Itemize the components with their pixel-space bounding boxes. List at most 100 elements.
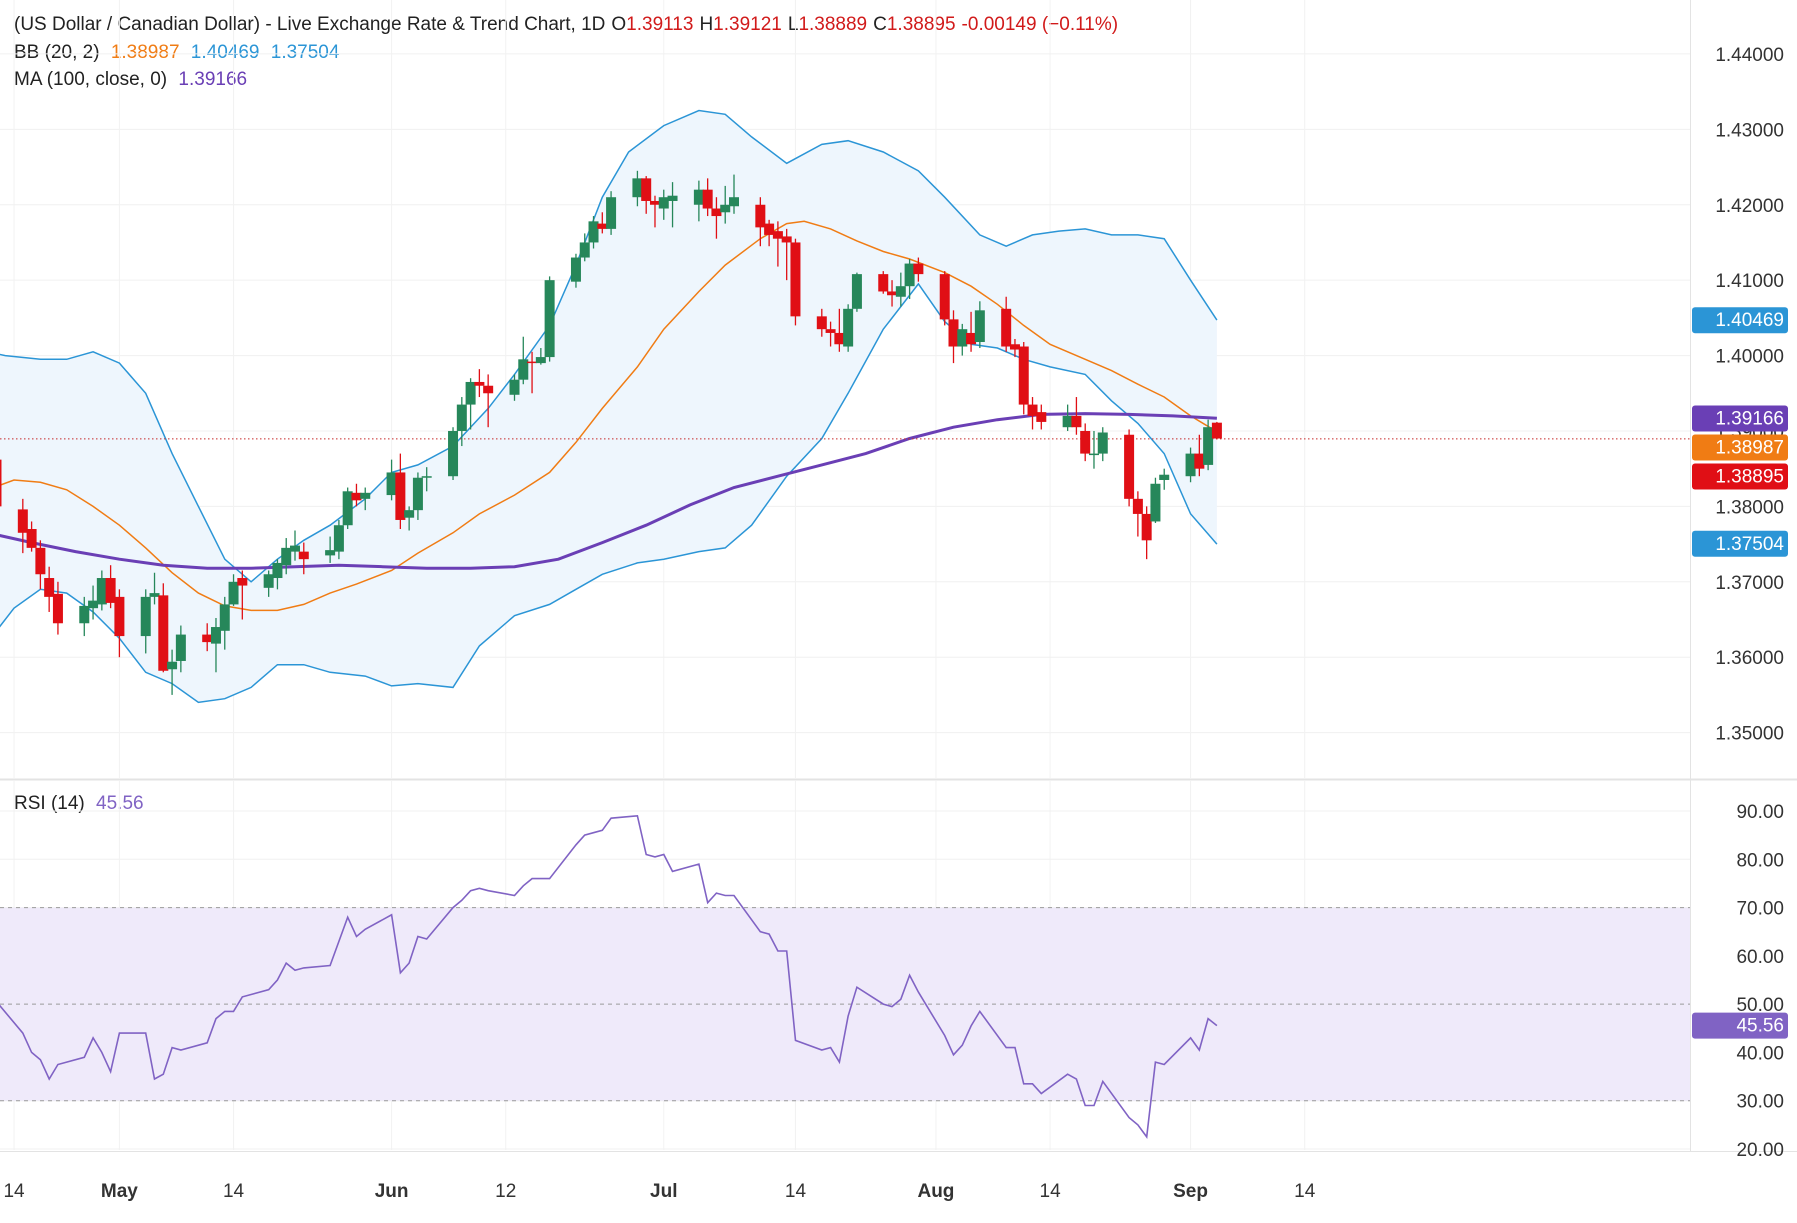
candle-body xyxy=(1009,344,1020,350)
time-tick-label: 14 xyxy=(1294,1181,1316,1202)
time-tick-label: Jul xyxy=(650,1181,677,1202)
price-tag-bb-lower: 1.37504 xyxy=(1692,530,1788,557)
candle-body xyxy=(1062,415,1073,428)
candle xyxy=(158,583,169,673)
bb-label: BB (20, 2) xyxy=(14,42,100,63)
candle xyxy=(790,238,801,326)
candle-body xyxy=(667,195,678,201)
candle-body xyxy=(52,593,63,624)
candle-body xyxy=(395,472,406,520)
candle xyxy=(781,228,792,281)
candle xyxy=(456,397,467,447)
bb-lower-value: 1.37504 xyxy=(270,42,340,63)
candle xyxy=(421,467,432,492)
ma-label: MA (100, close, 0) xyxy=(14,69,168,90)
candle-body xyxy=(290,545,300,552)
candle-body xyxy=(26,529,37,548)
candle xyxy=(1150,477,1161,523)
candle xyxy=(974,301,985,349)
candle xyxy=(658,189,669,220)
price-tick-label: 1.44000 xyxy=(1715,45,1784,66)
candle-body xyxy=(764,223,775,235)
candle xyxy=(1132,491,1143,537)
candle-body xyxy=(535,357,546,364)
candle xyxy=(202,623,213,652)
price-tick-label: 1.43000 xyxy=(1715,120,1784,141)
candle xyxy=(325,536,336,563)
candle xyxy=(570,253,581,288)
candle-body xyxy=(588,221,599,243)
candle xyxy=(44,566,55,612)
rsi-tick-label: 50.00 xyxy=(1736,995,1784,1016)
candle xyxy=(597,212,608,234)
candle-body xyxy=(816,316,827,330)
candle-body xyxy=(1203,427,1214,465)
candle-body xyxy=(456,404,467,431)
candle-body xyxy=(939,274,950,320)
time-tick-label: 12 xyxy=(495,1181,516,1202)
candle-body xyxy=(913,263,924,275)
price-plot xyxy=(0,109,1690,704)
candle-body xyxy=(474,381,485,386)
candle-body xyxy=(1080,430,1091,454)
candle xyxy=(1159,468,1170,490)
candle xyxy=(1027,397,1038,430)
ma-value: 1.39166 xyxy=(178,69,248,90)
candle-body xyxy=(729,197,739,207)
candle-body xyxy=(693,189,704,205)
price-tag-bb-mid: 1.38987 xyxy=(1692,434,1788,461)
time-tick-label: 14 xyxy=(785,1181,807,1202)
candle-body xyxy=(658,197,669,209)
candle xyxy=(1080,423,1091,462)
change-value: -0.00149 (−0.11%) xyxy=(961,14,1119,35)
candle-body xyxy=(1001,308,1012,347)
candle-body xyxy=(606,197,617,229)
candle-body xyxy=(1159,474,1170,480)
time-tick-label: May xyxy=(101,1181,138,1202)
rsi-tick-label: 40.00 xyxy=(1736,1043,1784,1064)
candle xyxy=(1141,506,1152,560)
candle xyxy=(825,321,836,347)
candle xyxy=(606,191,617,235)
candle-body xyxy=(298,551,309,560)
candle-body xyxy=(88,600,99,609)
candle xyxy=(518,336,529,385)
price-tag-bg xyxy=(1692,434,1788,461)
candle xyxy=(509,374,520,401)
candle xyxy=(448,427,459,480)
price-tag-last: 1.38895 xyxy=(1692,463,1788,490)
bb-upper-value: 1.40469 xyxy=(190,42,260,63)
price-tag-ma: 1.39166 xyxy=(1692,405,1788,432)
candle xyxy=(649,195,660,228)
rsi-plot xyxy=(0,814,1690,1140)
candle-body xyxy=(228,581,239,605)
candle xyxy=(105,565,116,609)
candle-body xyxy=(851,274,862,309)
candle xyxy=(149,572,160,605)
candle-body xyxy=(44,578,55,597)
candle-body xyxy=(175,634,186,661)
high-value: H1.39121 xyxy=(699,14,782,35)
candle xyxy=(816,308,827,337)
rsi-tick-label: 70.00 xyxy=(1736,899,1784,920)
ma100-line xyxy=(0,412,1217,570)
candle xyxy=(0,459,2,507)
candle-body xyxy=(887,291,898,296)
candle xyxy=(342,487,353,530)
candle xyxy=(834,308,845,352)
rsi-axis: 90.00 80.00 70.00 60.00 50.00 40.00 30.00 20.00… xyxy=(1692,802,1788,1161)
candle-body xyxy=(17,509,28,533)
candle xyxy=(1124,429,1135,507)
candle-body xyxy=(1150,483,1161,522)
candle-body xyxy=(149,593,160,597)
open-value: O1.39113 xyxy=(611,14,694,35)
price-tick-label: 1.36000 xyxy=(1715,648,1784,669)
candle-body xyxy=(509,379,520,395)
price-tag-label: 1.38895 xyxy=(1715,466,1784,487)
candle xyxy=(895,272,906,307)
candle-body xyxy=(1194,453,1205,469)
candle-body xyxy=(1071,415,1082,428)
candle xyxy=(96,570,107,611)
candle xyxy=(1062,404,1073,431)
